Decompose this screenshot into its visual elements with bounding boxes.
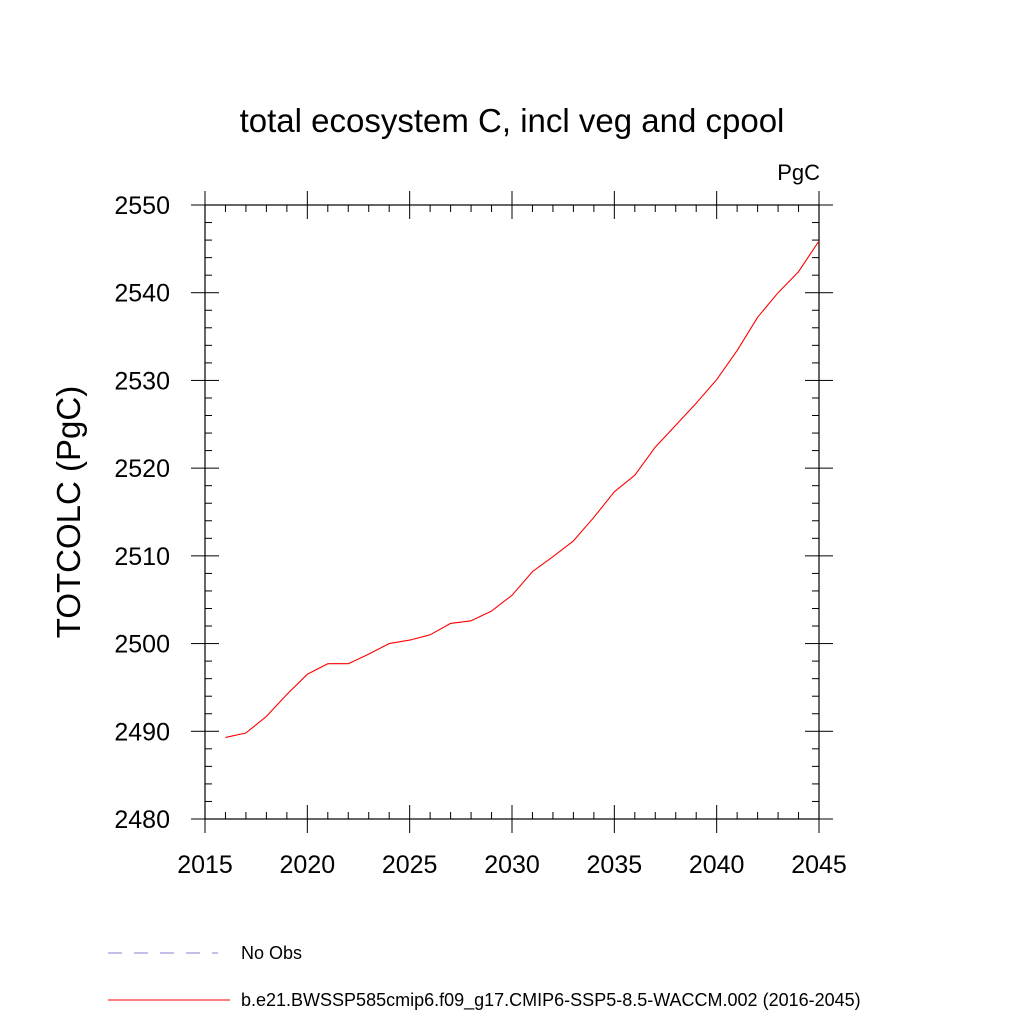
y-tick-label: 2480: [114, 806, 170, 834]
series-layer: [225, 240, 820, 738]
y-axis-ticks: 2480 2490 2500 2510 2520 2530 2540 2550: [114, 192, 833, 834]
y-tick-label: 2500: [114, 631, 170, 659]
y-tick-label: 2510: [114, 543, 170, 571]
x-tick-label: 2015: [177, 851, 233, 879]
x-tick-label: 2020: [280, 851, 336, 879]
y-tick-label: 2530: [114, 367, 170, 395]
x-axis-ticks: 2015 2020 2025 2030 2035 2040 2045: [177, 191, 847, 879]
x-tick-label: 2040: [689, 851, 745, 879]
chart-title: total ecosystem C, incl veg and cpool: [240, 102, 785, 139]
legend-label-waccm: b.e21.BWSSP585cmip6.f09_g17.CMIP6-SSP5-8…: [241, 990, 861, 1011]
x-tick-label: 2035: [587, 851, 643, 879]
y-tick-label: 2490: [114, 718, 170, 746]
legend: No Obs b.e21.BWSSP585cmip6.f09_g17.CMIP6…: [108, 943, 861, 1011]
units-label: PgC: [777, 160, 820, 185]
y-tick-label: 2520: [114, 455, 170, 483]
x-tick-label: 2025: [382, 851, 438, 879]
y-tick-label: 2540: [114, 280, 170, 308]
series-line-waccm: [225, 240, 820, 738]
legend-label-no-obs: No Obs: [241, 943, 302, 963]
x-tick-label: 2030: [484, 851, 540, 879]
y-tick-label: 2550: [114, 192, 170, 220]
plot-frame: [204, 204, 820, 820]
x-tick-label: 2045: [791, 851, 847, 879]
y-axis-label: TOTCOLC (PgC): [50, 386, 87, 638]
